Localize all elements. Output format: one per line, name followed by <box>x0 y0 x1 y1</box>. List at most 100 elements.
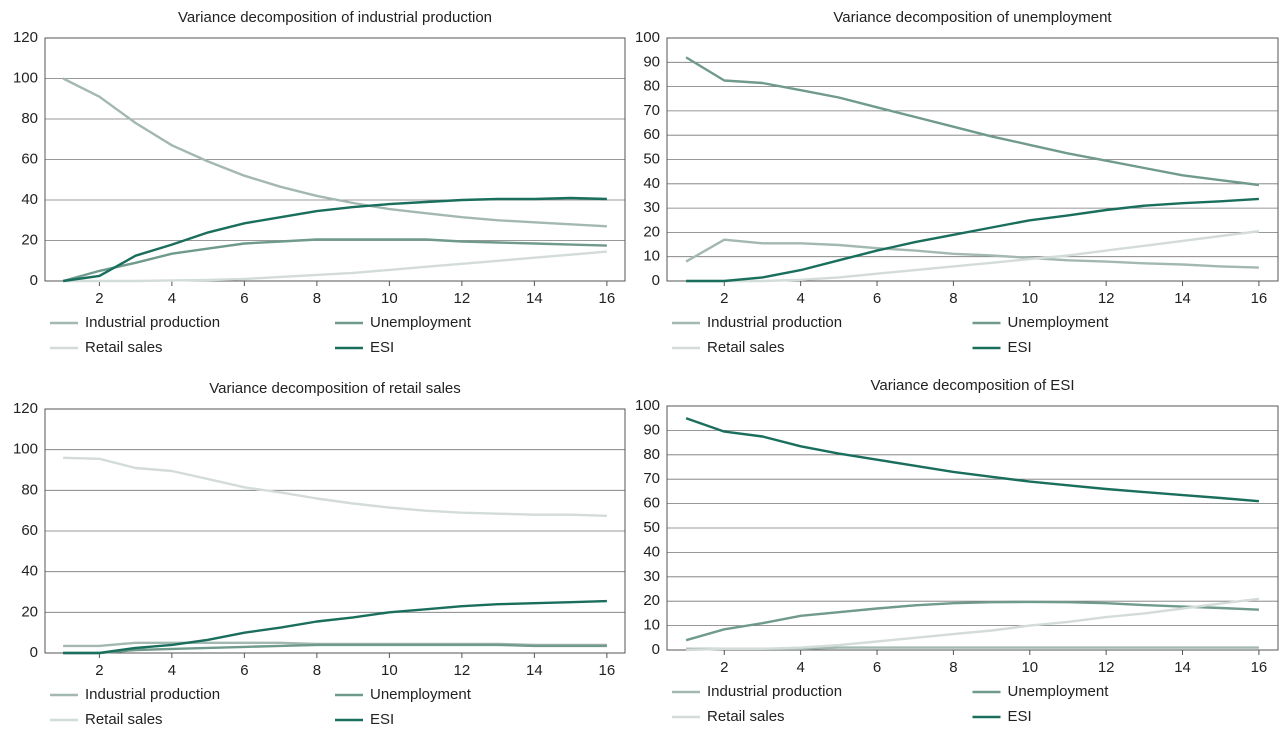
x-tick-label: 14 <box>526 662 543 679</box>
series-line <box>62 77 607 228</box>
y-tick-label: 0 <box>652 641 660 658</box>
y-tick-label: 0 <box>30 272 38 289</box>
x-tick-label: 14 <box>526 290 543 307</box>
legend-label: Retail sales <box>85 711 163 728</box>
x-tick-label: 10 <box>1021 290 1038 307</box>
x-tick-label: 6 <box>240 290 248 307</box>
y-tick-label: 40 <box>21 191 38 208</box>
y-tick-label: 80 <box>643 446 660 463</box>
legend-label: ESI <box>370 339 394 356</box>
legend-label: Industrial production <box>85 686 220 703</box>
series-line <box>685 238 1259 269</box>
x-tick-label: 12 <box>1098 659 1115 676</box>
x-tick-label: 10 <box>381 662 398 679</box>
x-tick-label: 16 <box>599 662 616 679</box>
y-tick-label: 60 <box>21 522 38 539</box>
x-tick-label: 8 <box>313 662 321 679</box>
y-tick-label: 20 <box>643 592 660 609</box>
chart-title: Variance decomposition of unemployment <box>833 9 1112 26</box>
plot-frame <box>44 37 626 282</box>
legend-label: ESI <box>370 711 394 728</box>
x-tick-label: 12 <box>454 290 471 307</box>
legend-label: Retail sales <box>707 708 785 725</box>
y-tick-label: 50 <box>643 150 660 167</box>
x-tick-label: 4 <box>796 659 804 676</box>
x-tick-label: 6 <box>873 659 881 676</box>
series-line <box>685 56 1260 187</box>
legend-label: Unemployment <box>1008 314 1110 331</box>
series-line <box>685 600 1259 642</box>
y-tick-label: 20 <box>21 231 38 248</box>
plot-frame <box>666 405 1279 651</box>
chart-title: Variance decomposition of retail sales <box>209 380 461 397</box>
x-tick-label: 16 <box>1251 659 1268 676</box>
x-tick-label: 14 <box>1174 290 1191 307</box>
y-tick-label: 0 <box>652 272 660 289</box>
y-tick-label: 100 <box>635 29 660 46</box>
series-line <box>62 238 607 283</box>
y-tick-label: 40 <box>643 175 660 192</box>
series-line <box>686 230 1260 283</box>
series-line <box>685 417 1260 503</box>
y-tick-label: 120 <box>13 400 38 417</box>
x-tick-label: 6 <box>873 290 881 307</box>
y-tick-label: 80 <box>643 78 660 95</box>
y-tick-label: 10 <box>643 617 660 634</box>
x-tick-label: 4 <box>168 290 176 307</box>
x-tick-label: 2 <box>720 659 728 676</box>
x-tick-label: 12 <box>454 662 471 679</box>
series-line <box>63 456 607 517</box>
plot-frame <box>44 408 626 654</box>
x-tick-label: 2 <box>95 290 103 307</box>
y-tick-label: 40 <box>21 563 38 580</box>
y-tick-label: 40 <box>643 543 660 560</box>
x-tick-label: 8 <box>949 659 957 676</box>
series-line <box>686 597 1260 652</box>
y-tick-label: 80 <box>21 110 38 127</box>
series-line <box>63 643 607 655</box>
y-tick-label: 70 <box>643 102 660 119</box>
y-tick-label: 10 <box>643 248 660 265</box>
x-tick-label: 8 <box>949 290 957 307</box>
series-line <box>63 599 607 655</box>
y-tick-label: 20 <box>643 223 660 240</box>
legend-label: Unemployment <box>1008 683 1110 700</box>
x-tick-label: 6 <box>240 662 248 679</box>
x-tick-label: 16 <box>1251 290 1268 307</box>
x-tick-label: 2 <box>720 290 728 307</box>
y-tick-label: 60 <box>643 126 660 143</box>
x-tick-label: 12 <box>1098 290 1115 307</box>
legend-label: Industrial production <box>707 314 842 331</box>
plot-frame <box>666 37 1279 282</box>
y-tick-label: 60 <box>21 150 38 167</box>
series-line <box>62 196 607 283</box>
legend-label: Industrial production <box>85 314 220 331</box>
x-tick-label: 8 <box>313 290 321 307</box>
series-line <box>63 250 608 283</box>
legend-label: Retail sales <box>707 339 785 356</box>
x-tick-label: 10 <box>381 290 398 307</box>
legend-label: Unemployment <box>370 314 472 331</box>
y-tick-label: 100 <box>635 397 660 414</box>
y-tick-label: 20 <box>21 603 38 620</box>
y-tick-label: 80 <box>21 481 38 498</box>
y-tick-label: 90 <box>643 53 660 70</box>
y-tick-label: 120 <box>13 29 38 46</box>
y-tick-label: 30 <box>643 199 660 216</box>
chart-title: Variance decomposition of industrial pro… <box>178 9 492 26</box>
y-tick-label: 30 <box>643 568 660 585</box>
legend-label: Industrial production <box>707 683 842 700</box>
y-tick-label: 70 <box>643 470 660 487</box>
chart-title: Variance decomposition of ESI <box>870 377 1074 394</box>
legend-label: Retail sales <box>85 339 163 356</box>
y-tick-label: 0 <box>30 644 38 661</box>
x-tick-label: 2 <box>95 662 103 679</box>
legend-label: Unemployment <box>370 686 472 703</box>
x-tick-label: 4 <box>168 662 176 679</box>
x-tick-label: 16 <box>599 290 616 307</box>
y-tick-label: 50 <box>643 519 660 536</box>
y-tick-label: 100 <box>13 441 38 458</box>
y-tick-label: 100 <box>13 69 38 86</box>
y-tick-label: 90 <box>643 421 660 438</box>
